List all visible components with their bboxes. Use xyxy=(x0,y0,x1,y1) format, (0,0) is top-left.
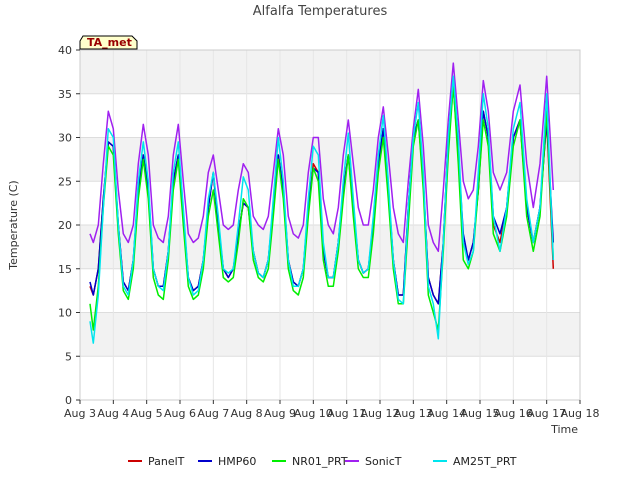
y-tick-label: 0 xyxy=(65,394,72,407)
y-axis-label: Temperature (C) xyxy=(7,180,20,270)
x-tick-label: Aug 14 xyxy=(427,407,466,420)
x-tick-label: Aug 17 xyxy=(527,407,566,420)
legend-label-hmp60: HMP60 xyxy=(218,455,256,468)
x-tick-label: Aug 4 xyxy=(97,407,129,420)
station-label-text: TA_met xyxy=(87,36,132,49)
plot-band xyxy=(80,181,580,225)
x-tick-label: Aug 15 xyxy=(461,407,500,420)
x-tick-label: Aug 10 xyxy=(294,407,333,420)
y-tick-label: 40 xyxy=(58,44,72,57)
y-axis: 0 5 10 15 20 25 30 35 40 xyxy=(58,44,80,407)
legend-label-nr01-prt: NR01_PRT xyxy=(292,455,348,468)
plot-band xyxy=(80,312,580,357)
x-tick-label: Aug 13 xyxy=(394,407,433,420)
station-label-box: TA_met xyxy=(79,35,138,50)
plot-band xyxy=(80,225,580,269)
x-tick-label: Aug 8 xyxy=(231,407,263,420)
x-axis-label: Time xyxy=(550,423,578,436)
y-tick-label: 30 xyxy=(58,132,72,145)
x-tick-label: Aug 3 xyxy=(64,407,96,420)
x-tick-label: Aug 11 xyxy=(327,407,366,420)
plot-band xyxy=(80,137,580,182)
series-line-nr01-prt xyxy=(89,84,555,331)
y-tick-label: 35 xyxy=(58,88,72,101)
x-tick-label: Aug 7 xyxy=(197,407,229,420)
series-lines xyxy=(89,62,555,344)
legend: PanelT HMP60 NR01_PRT SonicT AM25T_PRT xyxy=(128,455,517,468)
plot-band xyxy=(80,356,580,400)
x-tick-label: Aug 5 xyxy=(131,407,163,420)
station-label-shape xyxy=(79,35,138,50)
plot-band xyxy=(80,93,580,138)
legend-label-panelt: PanelT xyxy=(148,455,185,468)
y-tick-label: 5 xyxy=(65,350,72,363)
y-tick-label: 10 xyxy=(58,307,72,320)
x-tick-label: Aug 12 xyxy=(361,407,400,420)
chart-title: Alfalfa Temperatures xyxy=(253,4,388,19)
legend-label-am25t-prt: AM25T_PRT xyxy=(453,455,517,468)
y-tick-label: 15 xyxy=(58,263,72,276)
x-tick-label: Aug 16 xyxy=(494,407,533,420)
y-tick-label: 25 xyxy=(58,175,72,188)
x-tick-label: Aug 18 xyxy=(561,407,600,420)
x-tick-label: Aug 9 xyxy=(264,407,296,420)
plot-band xyxy=(80,50,580,94)
series-line-sonict xyxy=(89,62,555,253)
series-line-am25t-prt xyxy=(89,75,555,344)
y-tick-label: 20 xyxy=(58,219,72,232)
x-tick-label: Aug 6 xyxy=(164,407,196,420)
legend-label-sonict: SonicT xyxy=(365,455,402,468)
